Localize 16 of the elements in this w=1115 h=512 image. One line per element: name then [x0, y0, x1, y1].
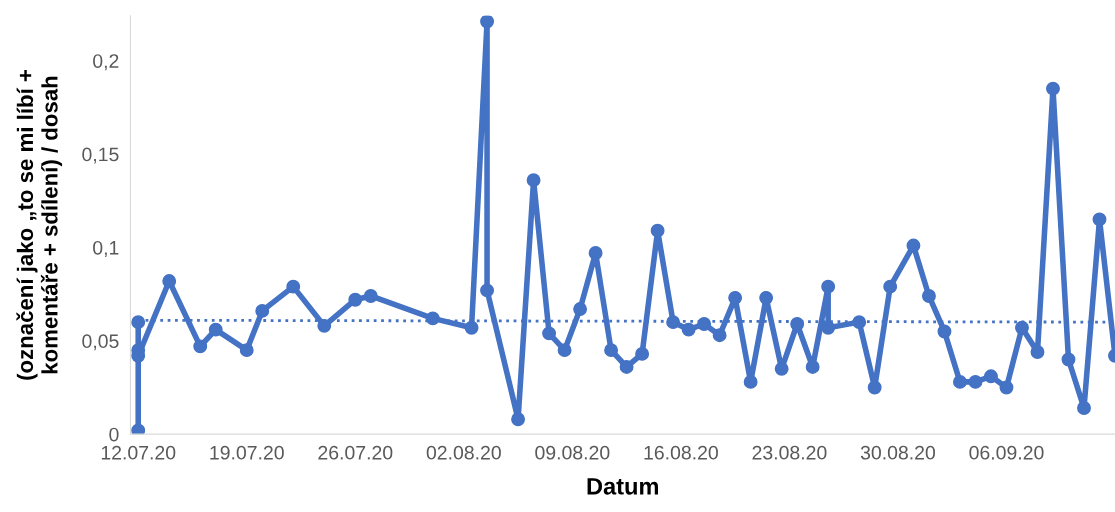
y-tick-label: 0: [109, 427, 119, 442]
x-tick-label: 12.07.20: [101, 445, 176, 460]
x-tick-label: 19.07.20: [210, 445, 284, 460]
x-tick-label: 26.07.20: [318, 445, 393, 460]
y-tick-label: 0,05: [82, 334, 119, 351]
x-tick-label: 09.08.20: [535, 445, 610, 460]
x-tick-label: 30.08.20: [860, 445, 936, 460]
y-tick-label: 0,15: [82, 147, 119, 164]
y-tick-label: 0,1: [93, 240, 119, 257]
y-tick-label: 0,2: [93, 54, 119, 71]
x-tick-label: 16.08.20: [644, 445, 718, 460]
x-tick-label: 06.09.20: [969, 445, 1044, 460]
y-axis-title: (označení jako „to se mi líbí + komentáře + sdílení) / dosah: [16, 70, 63, 380]
x-tick-label: 02.08.20: [426, 445, 501, 460]
x-tick-label: 23.08.20: [752, 445, 827, 460]
x-axis-title: Datum: [587, 478, 658, 495]
